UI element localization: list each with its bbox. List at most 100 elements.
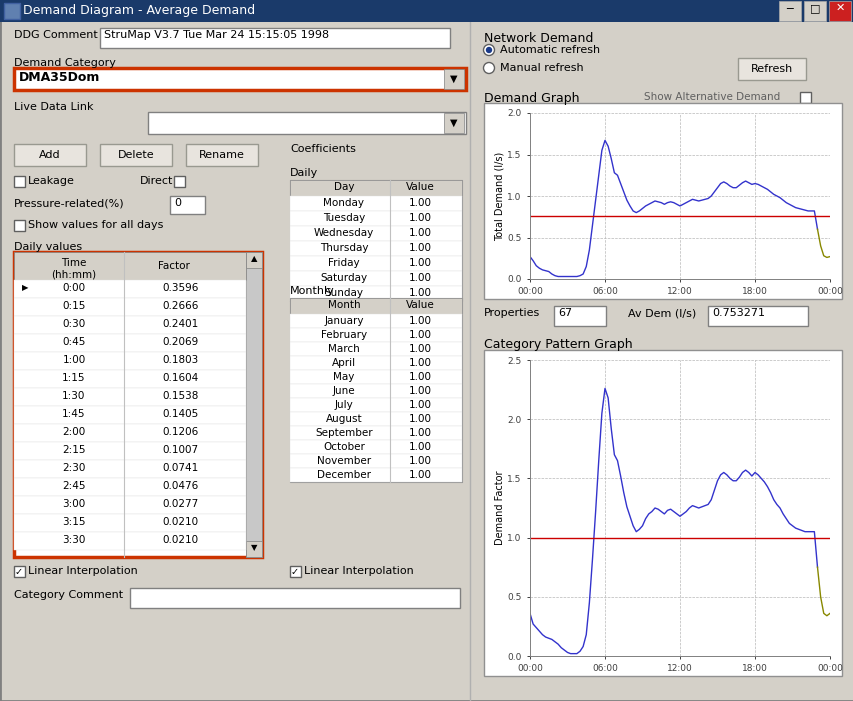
Text: 1.00: 1.00: [408, 358, 431, 368]
Text: 0.1803: 0.1803: [163, 355, 199, 365]
Text: 0.3596: 0.3596: [162, 283, 199, 293]
Text: 1.00: 1.00: [408, 372, 431, 382]
Bar: [14, 532, 246, 550]
Bar: [14, 252, 246, 280]
Text: 1.00: 1.00: [408, 386, 431, 396]
Text: 1:30: 1:30: [62, 391, 85, 401]
Text: July: July: [334, 400, 353, 410]
Bar: [14, 370, 246, 388]
Y-axis label: Total Demand (l/s): Total Demand (l/s): [494, 151, 504, 240]
Bar: [554, 306, 606, 326]
Circle shape: [483, 44, 494, 55]
Text: 1.00: 1.00: [408, 456, 431, 466]
Text: 0.0741: 0.0741: [163, 463, 199, 473]
Bar: [14, 478, 246, 496]
Bar: [290, 370, 461, 384]
Bar: [246, 252, 262, 557]
Bar: [14, 252, 262, 557]
Text: November: November: [316, 456, 370, 466]
Text: ▼: ▼: [450, 118, 457, 128]
Text: Category Comment: Category Comment: [14, 590, 123, 600]
Text: 1:00: 1:00: [62, 355, 85, 365]
Text: December: December: [316, 470, 370, 480]
Text: Linear Interpolation: Linear Interpolation: [304, 566, 413, 576]
Bar: [14, 514, 246, 532]
Text: 3:15: 3:15: [62, 517, 85, 527]
Text: 0.1538: 0.1538: [162, 391, 199, 401]
Bar: [290, 211, 461, 226]
Circle shape: [486, 48, 491, 53]
Bar: [290, 328, 461, 342]
Text: 1.00: 1.00: [408, 273, 431, 283]
Text: 1.00: 1.00: [408, 288, 431, 298]
Bar: [290, 180, 461, 301]
Text: 0.2069: 0.2069: [163, 337, 199, 347]
Bar: [174, 176, 185, 187]
Bar: [14, 220, 25, 231]
Text: 0.2401: 0.2401: [163, 319, 199, 329]
Bar: [484, 350, 841, 676]
Bar: [290, 426, 461, 440]
Text: Category Pattern Graph: Category Pattern Graph: [484, 338, 632, 351]
Text: 0.1604: 0.1604: [163, 373, 199, 383]
Bar: [290, 298, 461, 482]
Bar: [828, 1, 850, 21]
Bar: [484, 103, 841, 299]
Text: Thursday: Thursday: [319, 243, 368, 253]
Bar: [737, 58, 805, 80]
Bar: [290, 566, 300, 577]
Bar: [148, 112, 466, 134]
Text: 3:00: 3:00: [62, 499, 85, 509]
Text: 0:30: 0:30: [62, 319, 85, 329]
Text: 0.0210: 0.0210: [163, 517, 199, 527]
Text: Sunday: Sunday: [324, 288, 363, 298]
Text: Factor: Factor: [158, 261, 189, 271]
Text: 0.0210: 0.0210: [163, 535, 199, 545]
Text: ✓: ✓: [15, 567, 23, 577]
Y-axis label: Demand Factor: Demand Factor: [494, 471, 504, 545]
Bar: [290, 454, 461, 468]
Text: 2:45: 2:45: [62, 481, 85, 491]
Bar: [444, 113, 463, 133]
Text: ▲: ▲: [251, 254, 257, 263]
Bar: [290, 356, 461, 370]
Text: September: September: [315, 428, 373, 438]
Bar: [246, 252, 262, 268]
Text: Av Dem (l/s): Av Dem (l/s): [627, 308, 695, 318]
Text: Value: Value: [405, 182, 434, 192]
Bar: [14, 424, 246, 442]
Text: 0.1206: 0.1206: [163, 427, 199, 437]
Text: 2:15: 2:15: [62, 445, 85, 455]
Bar: [290, 256, 461, 271]
Text: Refresh: Refresh: [750, 64, 792, 74]
Text: April: April: [332, 358, 356, 368]
Text: August: August: [325, 414, 362, 424]
Bar: [290, 342, 461, 356]
Text: DMA35Dom: DMA35Dom: [19, 71, 101, 84]
Text: Value: Value: [405, 300, 434, 310]
Text: Rename: Rename: [199, 150, 245, 160]
Text: Tuesday: Tuesday: [322, 213, 365, 223]
Text: 2:00: 2:00: [62, 427, 85, 437]
Text: 1.00: 1.00: [408, 228, 431, 238]
Text: May: May: [333, 372, 354, 382]
Text: 0.1405: 0.1405: [163, 409, 199, 419]
Text: DDG Comment: DDG Comment: [14, 30, 97, 40]
Bar: [290, 226, 461, 241]
Bar: [799, 92, 810, 103]
Bar: [290, 241, 461, 256]
Text: 0.753271: 0.753271: [711, 308, 764, 318]
Text: 1.00: 1.00: [408, 258, 431, 268]
Text: 1.00: 1.00: [408, 470, 431, 480]
Text: 0.1007: 0.1007: [163, 445, 199, 455]
Bar: [444, 69, 463, 89]
Text: ▶: ▶: [22, 283, 28, 292]
Text: 1.00: 1.00: [408, 414, 431, 424]
Bar: [14, 316, 246, 334]
Text: 0.0277: 0.0277: [163, 499, 199, 509]
Text: Coefficients: Coefficients: [290, 144, 356, 154]
Text: 1:15: 1:15: [62, 373, 85, 383]
Text: Saturday: Saturday: [320, 273, 367, 283]
Bar: [290, 468, 461, 482]
Bar: [4, 3, 20, 19]
